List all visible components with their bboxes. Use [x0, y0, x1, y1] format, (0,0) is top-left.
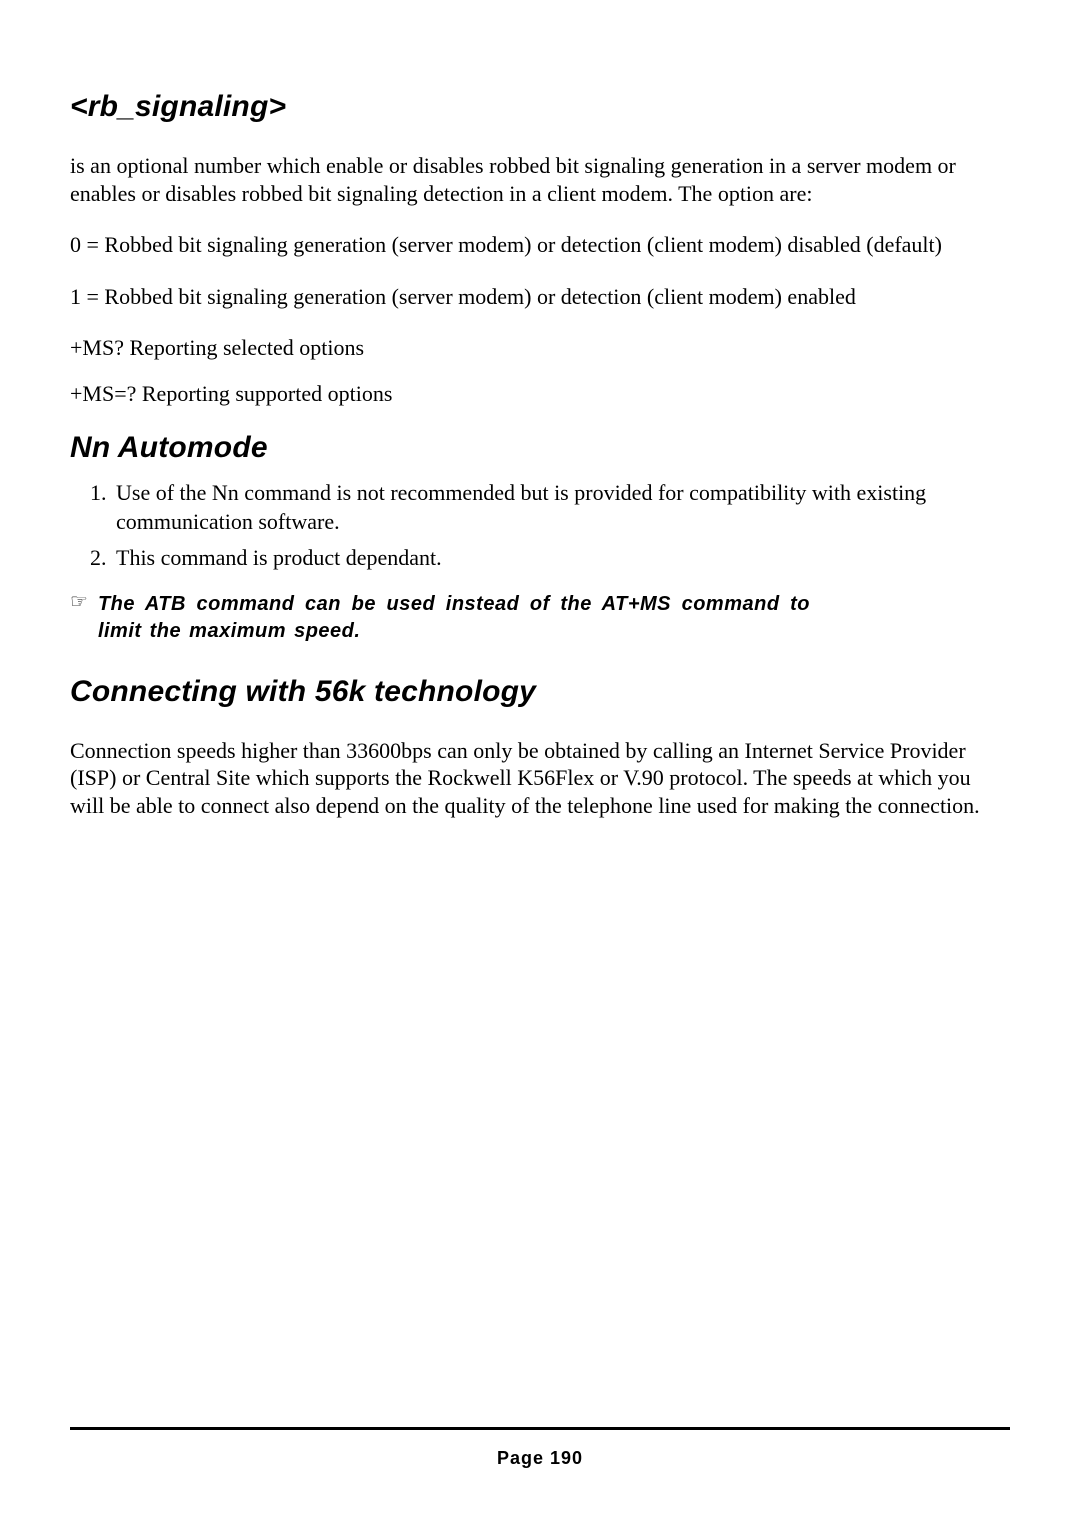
list-item: This command is product dependant. [112, 544, 1010, 573]
footer-rule [70, 1427, 1010, 1430]
paragraph: 0 = Robbed bit signaling generation (ser… [70, 231, 1010, 259]
heading-nn-automode: Nn Automode [70, 431, 1010, 465]
paragraph: +MS? Reporting selected options [70, 334, 1010, 362]
paragraph: Connection speeds higher than 33600bps c… [70, 737, 1010, 820]
heading-56k: Connecting with 56k technology [70, 675, 1010, 709]
list-item: Use of the Nn command is not recommended… [112, 479, 1010, 536]
pointing-hand-icon: ☞ [70, 591, 88, 613]
page-number: Page 190 [70, 1448, 1010, 1469]
page-footer: Page 190 [70, 1427, 1010, 1469]
heading-rb-signaling: <rb_signaling> [70, 90, 1010, 124]
note: ☞ The ATB command can be used instead of… [70, 591, 1010, 645]
paragraph: is an optional number which enable or di… [70, 152, 1010, 207]
paragraph: +MS=? Reporting supported options [70, 380, 1010, 408]
document-page: <rb_signaling> is an optional number whi… [0, 0, 1080, 1529]
numbered-list: Use of the Nn command is not recommended… [70, 479, 1010, 573]
paragraph: 1 = Robbed bit signaling generation (ser… [70, 283, 1010, 311]
note-text: The ATB command can be used instead of t… [98, 591, 810, 645]
